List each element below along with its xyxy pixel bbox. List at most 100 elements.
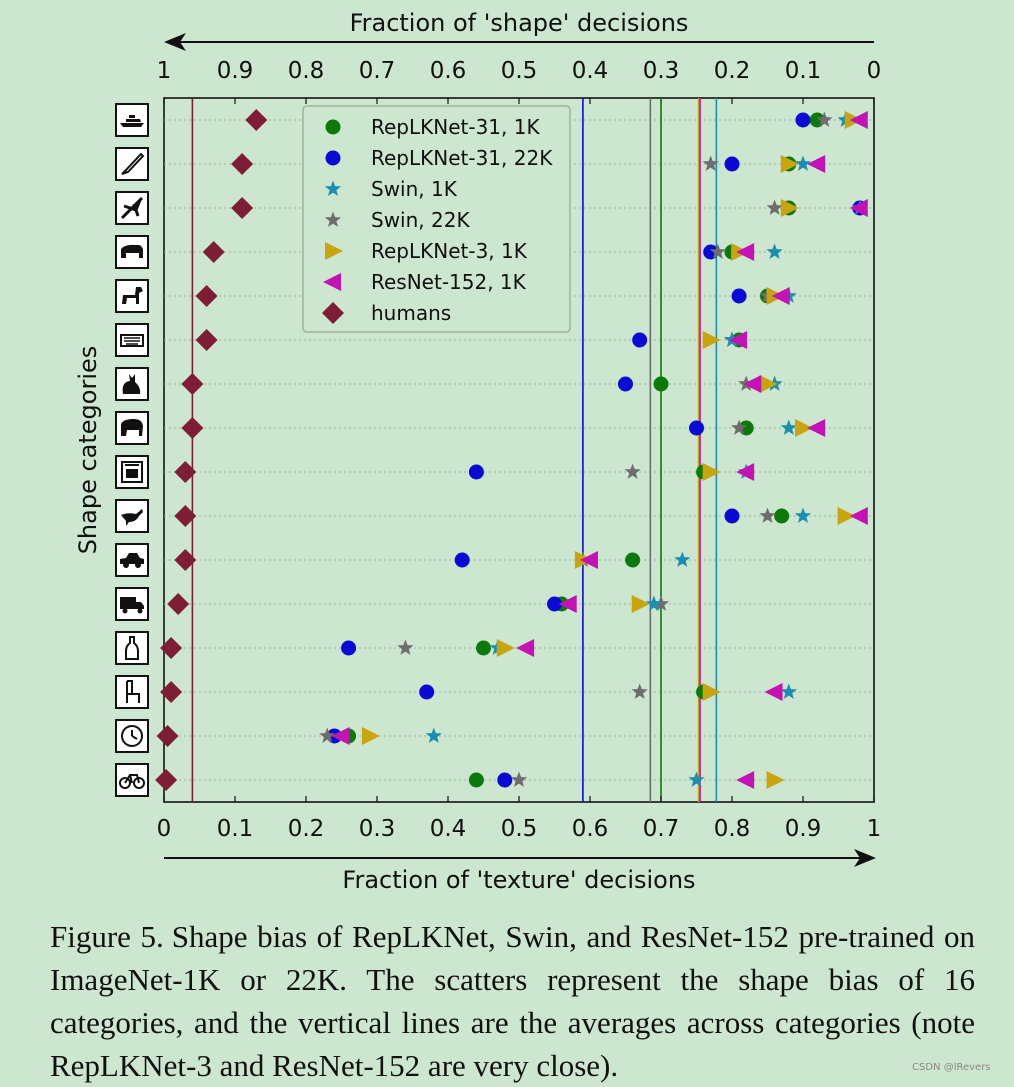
point-humans-airplane bbox=[231, 197, 254, 219]
legend-marker-replknet-31-22k bbox=[325, 150, 341, 166]
point-swin-22k-knife bbox=[702, 155, 719, 171]
point-resnet-152-1k-oven bbox=[736, 463, 755, 481]
bottom-tick-labels: 0 0.1 0.2 0.3 0.4 0.5 0.6 0.7 0.8 0.9 1 bbox=[157, 796, 881, 842]
bottom-arrow bbox=[164, 849, 876, 867]
bottom-tick-label: 0.5 bbox=[501, 816, 538, 842]
legend-label: RepLKNet-31, 1K bbox=[371, 115, 540, 139]
point-swin-1k-car bbox=[674, 551, 691, 567]
point-swin-22k-clock bbox=[319, 727, 336, 743]
point-humans-bird bbox=[174, 505, 197, 527]
point-swin-22k-oven bbox=[624, 463, 641, 479]
point-humans-clock bbox=[156, 725, 179, 747]
point-humans-dog bbox=[195, 285, 218, 307]
top-tick-label: 0.5 bbox=[501, 58, 538, 84]
point-swin-22k-elephant bbox=[731, 419, 748, 435]
top-tick-label: 0.1 bbox=[785, 58, 822, 84]
point-humans-truck bbox=[167, 593, 190, 615]
point-humans-bicycle bbox=[155, 769, 178, 791]
top-tick-label: 0 bbox=[867, 58, 882, 84]
bicycle-icon bbox=[115, 763, 149, 797]
point-swin-22k-truck bbox=[652, 595, 670, 611]
point-resnet-152-1k-bicycle bbox=[736, 771, 755, 789]
bear-icon bbox=[115, 235, 149, 269]
point-replknet-3-1k-knife bbox=[780, 155, 799, 173]
top-axis-label: Fraction of 'shape' decisions bbox=[350, 9, 689, 37]
truck-icon bbox=[115, 587, 149, 621]
point-humans-knife bbox=[231, 153, 254, 175]
point-swin-1k-bear bbox=[766, 243, 783, 259]
bottom-tick-label: 0.1 bbox=[217, 816, 254, 842]
point-resnet-152-1k-bottle bbox=[516, 639, 535, 657]
clock-icon bbox=[115, 719, 149, 753]
point-replknet-3-1k-bicycle bbox=[766, 771, 785, 789]
point-swin-1k-elephant bbox=[780, 419, 797, 435]
point-swin-1k-knife bbox=[794, 155, 812, 171]
point-humans-chair bbox=[160, 681, 183, 703]
average-lines bbox=[191, 98, 718, 802]
figure-caption: Figure 5. Shape bias of RepLKNet, Swin, a… bbox=[50, 915, 975, 1087]
point-resnet-152-1k-car bbox=[580, 551, 598, 569]
point-resnet-152-1k-keyboard bbox=[729, 331, 748, 349]
bottom-tick-label: 0.8 bbox=[714, 816, 751, 842]
car-icon bbox=[115, 543, 149, 577]
legend-label: Swin, 22K bbox=[371, 208, 470, 232]
point-swin-22k-bicycle bbox=[510, 771, 528, 787]
bottom-tick-label: 0.4 bbox=[430, 816, 467, 842]
point-replknet-3-1k-truck bbox=[631, 595, 650, 613]
point-replknet-31-22k-keyboard bbox=[632, 332, 648, 348]
caption-label: Figure 5. bbox=[50, 919, 164, 954]
point-swin-22k-bear bbox=[709, 243, 726, 259]
point-replknet-3-1k-cat bbox=[759, 375, 778, 393]
point-replknet-31-22k-car bbox=[454, 552, 470, 568]
point-humans-boat bbox=[245, 109, 268, 131]
legend-box bbox=[302, 105, 571, 333]
y-axis-label: Shape categories bbox=[74, 346, 102, 555]
point-humans-keyboard bbox=[195, 329, 218, 351]
point-swin-1k-bird bbox=[794, 507, 812, 523]
elephant-icon bbox=[115, 411, 149, 445]
point-resnet-152-1k-clock bbox=[331, 727, 350, 745]
cat-icon bbox=[115, 367, 149, 401]
legend-label: humans bbox=[371, 301, 451, 325]
bottom-axis-label: Fraction of 'texture' decisions bbox=[342, 866, 695, 894]
bottom-tick-label: 0.3 bbox=[359, 816, 396, 842]
top-tick-label: 1 bbox=[157, 58, 172, 84]
bottom-tick-label: 0 bbox=[157, 816, 172, 842]
point-replknet-31-1k-bicycle bbox=[468, 772, 484, 788]
point-replknet-3-1k-elephant bbox=[795, 419, 813, 437]
point-resnet-152-1k-truck bbox=[558, 595, 577, 613]
airplane-icon bbox=[115, 191, 149, 225]
point-swin-22k-chair bbox=[631, 683, 648, 699]
legend-marker-replknet-3-1k bbox=[325, 242, 343, 260]
oven-icon bbox=[115, 455, 149, 489]
point-resnet-152-1k-cat bbox=[743, 375, 762, 393]
bottom-tick-label: 0.9 bbox=[785, 816, 822, 842]
boat-icon bbox=[115, 103, 149, 137]
point-resnet-152-1k-knife bbox=[807, 155, 826, 173]
top-tick-label: 0.7 bbox=[359, 58, 396, 84]
legend-marker-swin-22k bbox=[324, 211, 342, 227]
point-replknet-31-22k-dog bbox=[731, 288, 747, 304]
point-replknet-31-1k-car bbox=[625, 552, 641, 568]
top-arrow bbox=[164, 33, 874, 51]
point-replknet-31-22k-cat bbox=[618, 376, 633, 392]
point-replknet-3-1k-clock bbox=[361, 727, 380, 745]
point-swin-22k-boat bbox=[816, 111, 833, 127]
point-replknet-31-1k-bottle bbox=[476, 640, 491, 656]
legend-marker-replknet-31-1k bbox=[325, 119, 341, 135]
point-replknet-31-22k-boat bbox=[795, 112, 811, 128]
point-replknet-31-1k-bird bbox=[774, 508, 790, 524]
top-tick-label: 0.4 bbox=[572, 58, 609, 84]
watermark: CSDN @lRevers bbox=[912, 1062, 991, 1073]
point-humans-car bbox=[174, 549, 197, 571]
point-replknet-31-22k-elephant bbox=[689, 420, 704, 436]
legend-label: Swin, 1K bbox=[371, 177, 458, 201]
point-humans-elephant bbox=[181, 417, 204, 439]
top-tick-label: 0.6 bbox=[430, 58, 467, 84]
chair-icon bbox=[115, 675, 149, 709]
point-replknet-31-22k-bicycle bbox=[497, 772, 513, 788]
point-humans-bottle bbox=[160, 637, 183, 659]
category-icons bbox=[115, 103, 149, 797]
top-tick-label: 0.2 bbox=[714, 58, 751, 84]
point-humans-bear bbox=[202, 241, 225, 263]
